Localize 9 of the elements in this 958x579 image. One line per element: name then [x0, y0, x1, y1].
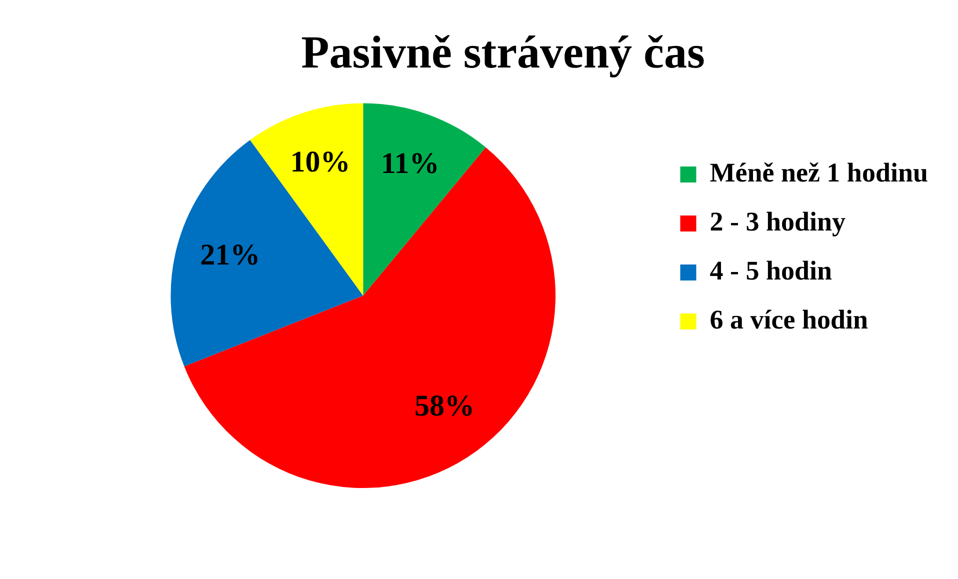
legend-label: 6 a více hodin	[710, 304, 868, 334]
legend-label: 2 - 3 hodiny	[710, 206, 846, 236]
legend-label: Méně než 1 hodinu	[710, 157, 928, 188]
legend-label: 4 - 5 hodin	[710, 255, 832, 286]
data-label: 10%	[290, 146, 350, 179]
data-label: 21%	[200, 238, 260, 272]
data-label: 11%	[380, 147, 440, 180]
data-label: 58%	[414, 389, 475, 422]
chart-title: Pasivně strávený čas	[301, 26, 705, 78]
